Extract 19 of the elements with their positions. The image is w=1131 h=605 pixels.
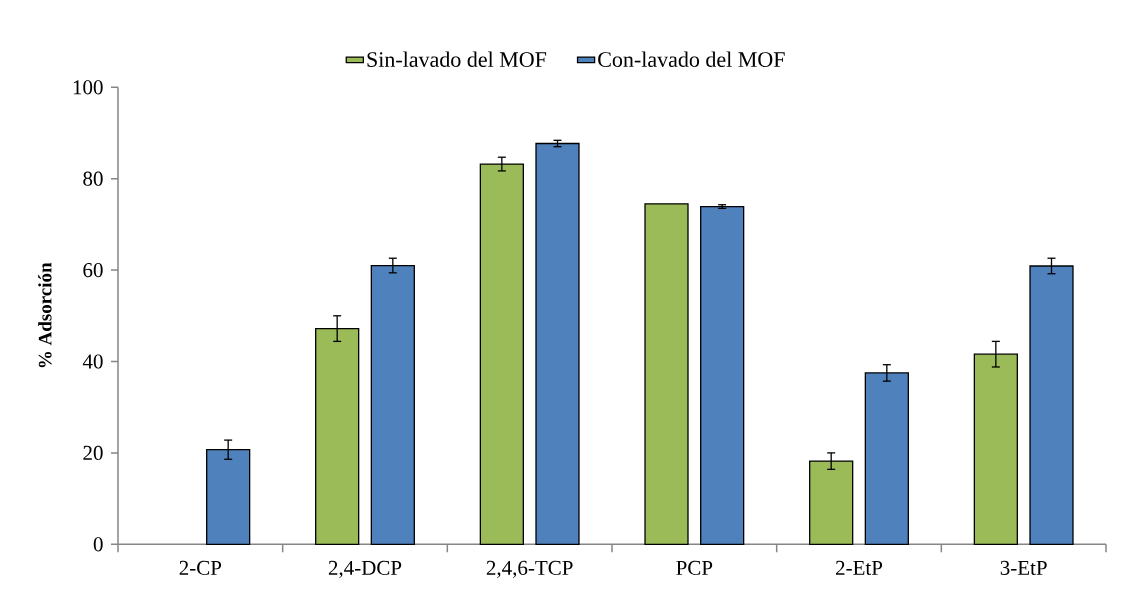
x-tick-label: PCP bbox=[676, 560, 713, 575]
legend-label: Con-lavado del MOF bbox=[598, 51, 785, 67]
bar bbox=[535, 142, 580, 545]
y-tick-label: 20 bbox=[83, 445, 103, 460]
y-tick-label: 0 bbox=[93, 537, 103, 552]
x-tick-label: 3-EtP bbox=[1000, 560, 1047, 575]
y-tick-label: 100 bbox=[73, 80, 103, 95]
x-tick-label: 2-CP bbox=[179, 560, 222, 575]
y-tick-label: 60 bbox=[83, 263, 103, 278]
y-tick-label: 80 bbox=[83, 171, 103, 186]
bar bbox=[973, 353, 1018, 545]
x-tick-label: 2-EtP bbox=[836, 560, 883, 575]
y-axis-title: % Adsorción bbox=[38, 262, 52, 368]
y-tick-label: 40 bbox=[82, 354, 103, 369]
bar bbox=[700, 205, 745, 545]
bar bbox=[644, 203, 689, 545]
x-tick-label: 2,4,6-TCP bbox=[486, 560, 573, 578]
x-tick-label: 2,4-DCP bbox=[328, 560, 402, 578]
legend-label: Sin-lavado del MOF bbox=[367, 51, 547, 67]
